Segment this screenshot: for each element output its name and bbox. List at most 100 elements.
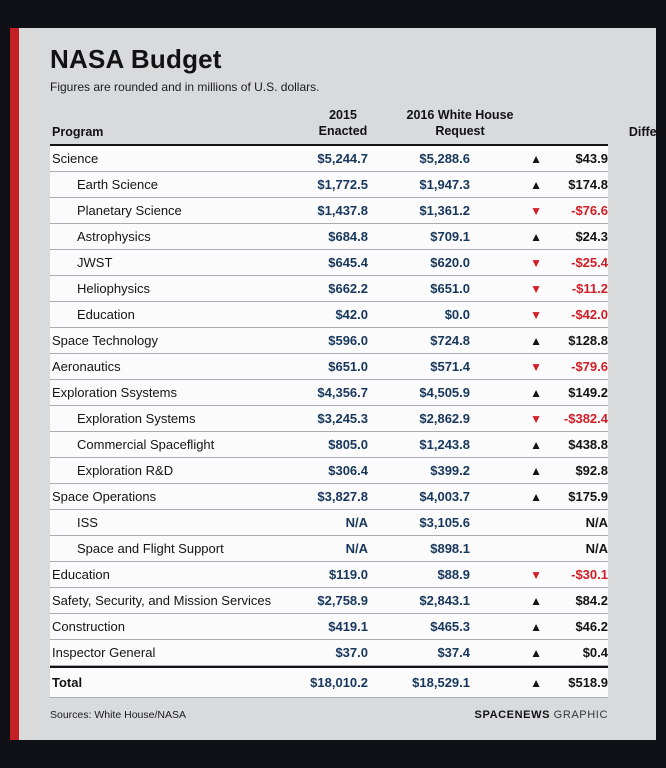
request-cell: $2,862.9 [419, 411, 470, 427]
up-triangle-icon: ▲ [530, 229, 542, 244]
enacted-cell: $4,356.7 [317, 385, 368, 401]
difference-cell: $92.8 [575, 463, 608, 479]
down-triangle-icon: ▼ [530, 281, 542, 296]
footer-credit: SPACENEWS GRAPHIC [475, 709, 608, 721]
down-triangle-icon: ▼ [530, 203, 542, 218]
program-cell: Exploration Systems [77, 411, 196, 427]
difference-cell: N/A [585, 541, 608, 557]
enacted-cell: $5,244.7 [317, 151, 368, 167]
card-content: NASA Budget Figures are rounded and in m… [10, 28, 666, 740]
difference-cell: $0.4 [582, 645, 608, 661]
program-cell: Education [52, 567, 110, 583]
request-cell: $18,529.1 [412, 675, 470, 691]
table-row: Exploration Ssystems $4,356.7 $4,505.9 ▲ $14… [50, 380, 608, 407]
difference-cell: -$25.4 [571, 255, 608, 271]
program-cell: Safety, Security, and Mission Services [52, 593, 272, 609]
request-cell: $724.8 [430, 333, 470, 349]
enacted-cell: $119.0 [328, 567, 368, 583]
up-triangle-icon: ▲ [530, 675, 542, 690]
up-triangle-icon: ▲ [530, 177, 542, 192]
request-cell: $4,003.7 [419, 489, 470, 505]
difference-cell: $175.9 [568, 489, 608, 505]
enacted-cell: $3,245.3 [317, 411, 368, 427]
enacted-cell: $645.4 [328, 255, 368, 271]
table-row: Space Operations $3,827.8 $4,003.7 ▲ $175.9 [50, 484, 608, 511]
column-header-2016-request: 2016 White House Request [406, 108, 514, 138]
difference-cell: $438.8 [568, 437, 608, 453]
request-cell: $1,947.3 [419, 177, 470, 193]
table-row: JWST $645.4 $620.0 ▼ -$25.4 [50, 250, 608, 277]
up-triangle-icon: ▲ [530, 385, 542, 400]
table-row: Safety, Security, and Mission Services $2… [50, 588, 608, 615]
table-row: Planetary Science $1,437.8 $1,361.2 ▼ -$76.6 [50, 198, 608, 225]
table-row: Inspector General $37.0 $37.4 ▲ $0.4 [50, 640, 608, 667]
enacted-cell: $3,827.8 [317, 489, 368, 505]
request-cell: $88.9 [437, 567, 470, 583]
up-triangle-icon: ▲ [530, 645, 542, 660]
program-cell: Inspector General [52, 645, 156, 661]
difference-cell: $128.8 [568, 333, 608, 349]
request-cell: $1,243.8 [419, 437, 470, 453]
table-row: Aeronautics $651.0 $571.4 ▼ -$79.6 [50, 354, 608, 381]
enacted-cell: $1,437.8 [317, 203, 368, 219]
table-body: Science $5,244.7 $5,288.6 ▲ $43.9 Earth Scien… [50, 146, 608, 699]
enacted-cell: $18,010.2 [310, 675, 368, 691]
program-cell: Science [52, 151, 99, 167]
request-cell: $1,361.2 [419, 203, 470, 219]
table-row: Construction $419.1 $465.3 ▲ $46.2 [50, 614, 608, 641]
down-triangle-icon: ▼ [530, 411, 542, 426]
up-triangle-icon: ▲ [530, 151, 542, 166]
difference-cell: $84.2 [575, 593, 608, 609]
down-triangle-icon: ▼ [530, 359, 542, 374]
program-cell: Construction [52, 619, 125, 635]
difference-cell: -$11.2 [571, 281, 608, 297]
enacted-cell: $37.0 [335, 645, 368, 661]
request-cell: $5,288.6 [419, 151, 470, 167]
table-row: Heliophysics $662.2 $651.0 ▼ -$11.2 [50, 276, 608, 303]
difference-cell: $43.9 [575, 151, 608, 167]
difference-cell: -$76.6 [571, 203, 608, 219]
column-header-difference: Difference [628, 125, 666, 140]
table-row: ISS N/A $3,105.6 N/A [50, 510, 608, 537]
down-triangle-icon: ▼ [530, 567, 542, 582]
enacted-cell: $1,772.5 [317, 177, 368, 193]
program-cell: Astrophysics [77, 229, 151, 245]
up-triangle-icon: ▲ [530, 619, 542, 634]
program-cell: Exploration R&D [77, 463, 174, 479]
table-row: Exploration Systems $3,245.3 $2,862.9 ▼ -$38… [50, 406, 608, 433]
up-triangle-icon: ▲ [530, 463, 542, 478]
graphic-label: GRAPHIC [550, 709, 608, 722]
red-accent-stripe [10, 28, 19, 740]
request-cell: $898.1 [430, 541, 470, 557]
difference-cell: $518.9 [568, 675, 608, 691]
up-triangle-icon: ▲ [530, 437, 542, 452]
request-cell: $4,505.9 [419, 385, 470, 401]
program-cell: Total [52, 675, 83, 691]
down-triangle-icon: ▼ [530, 307, 542, 322]
program-cell: Space Operations [52, 489, 157, 505]
budget-card: NASA Budget Figures are rounded and in m… [10, 28, 666, 740]
table-row: Exploration R&D $306.4 $399.2 ▲ $92.8 [50, 458, 608, 485]
request-cell: $620.0 [430, 255, 470, 271]
program-cell: Planetary Science [77, 203, 182, 219]
table-header: Program 2015 Enacted 2016 White House Re… [50, 108, 666, 147]
program-cell: Commercial Spaceflight [77, 437, 215, 453]
column-header-2015-enacted: 2015 Enacted [318, 108, 368, 138]
difference-cell: -$382.4 [563, 411, 608, 427]
table-row: Science $5,244.7 $5,288.6 ▲ $43.9 [50, 146, 608, 173]
table-row: Education $42.0 $0.0 ▼ -$42.0 [50, 302, 608, 329]
enacted-cell: N/A [345, 541, 368, 557]
request-cell: $651.0 [430, 281, 470, 297]
program-cell: Earth Science [77, 177, 158, 193]
request-cell: $709.1 [430, 229, 470, 245]
enacted-cell: $805.0 [328, 437, 368, 453]
request-cell: $0.0 [444, 307, 470, 323]
difference-cell: $174.8 [568, 177, 608, 193]
program-cell: JWST [77, 255, 113, 271]
request-cell: $37.4 [437, 645, 470, 661]
request-cell: $465.3 [430, 619, 470, 635]
difference-cell: $46.2 [575, 619, 608, 635]
enacted-cell: $684.8 [328, 229, 368, 245]
up-triangle-icon: ▲ [530, 333, 542, 348]
